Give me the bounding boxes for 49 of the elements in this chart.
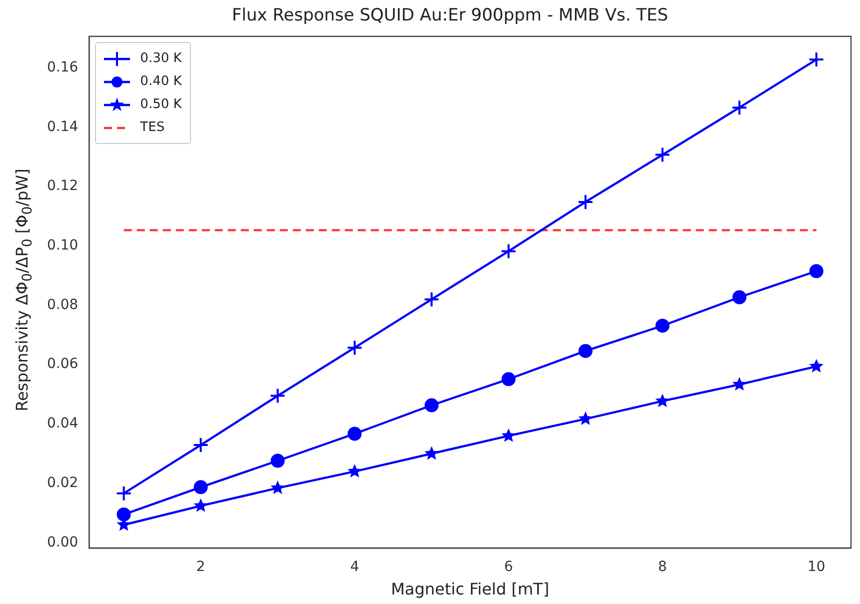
point: [655, 394, 670, 408]
point: [732, 290, 746, 304]
point: [502, 372, 516, 386]
point: [654, 146, 670, 163]
legend-label: TES: [140, 120, 165, 136]
point: [809, 358, 824, 372]
point: [424, 291, 440, 308]
point: [348, 426, 362, 441]
point: [578, 194, 594, 210]
y-tick-label: 0.10: [47, 238, 78, 254]
y-tick-label: 0.04: [47, 416, 78, 432]
point: [808, 52, 824, 68]
y-tick-label: 0.14: [47, 118, 78, 135]
legend-label: 0.30 K: [140, 51, 182, 66]
point: [270, 454, 285, 468]
y-tick-label: 0.00: [47, 534, 78, 550]
legend-label: 0.50 K: [140, 97, 182, 112]
point: [809, 264, 824, 278]
y-tick-label: 0.06: [47, 356, 78, 372]
y-tick-label: 0.08: [47, 296, 78, 313]
point: [732, 376, 747, 391]
x-tick-label: 6: [504, 559, 514, 576]
point: [194, 498, 208, 512]
point: [270, 388, 286, 404]
point: [270, 480, 285, 494]
point: [655, 318, 670, 333]
x-tick-label: 10: [807, 559, 826, 576]
y-tick-label: 0.02: [47, 474, 78, 491]
x-tick-label: 8: [658, 559, 667, 576]
point: [116, 485, 132, 502]
point: [578, 344, 593, 358]
point: [424, 446, 439, 460]
point: [501, 428, 516, 442]
point: [578, 411, 593, 425]
y-tick-label: 0.12: [47, 178, 78, 194]
legend-label: 0.40 K: [140, 74, 182, 90]
point: [424, 398, 439, 412]
point: [731, 100, 748, 116]
point: [194, 480, 208, 494]
point: [346, 340, 363, 356]
x-axis-title: Magnetic Field [mT]: [390, 580, 550, 599]
point: [500, 243, 517, 260]
x-tick-label: 4: [350, 559, 360, 576]
x-tick-label: 2: [196, 559, 206, 576]
chart-title: Flux Response SQUID Au:Er 900ppm - MMB Vs. TES: [232, 6, 668, 26]
point: [116, 507, 131, 522]
point: [192, 437, 209, 454]
point: [348, 464, 362, 478]
y-tick-label: 0.16: [47, 59, 78, 76]
